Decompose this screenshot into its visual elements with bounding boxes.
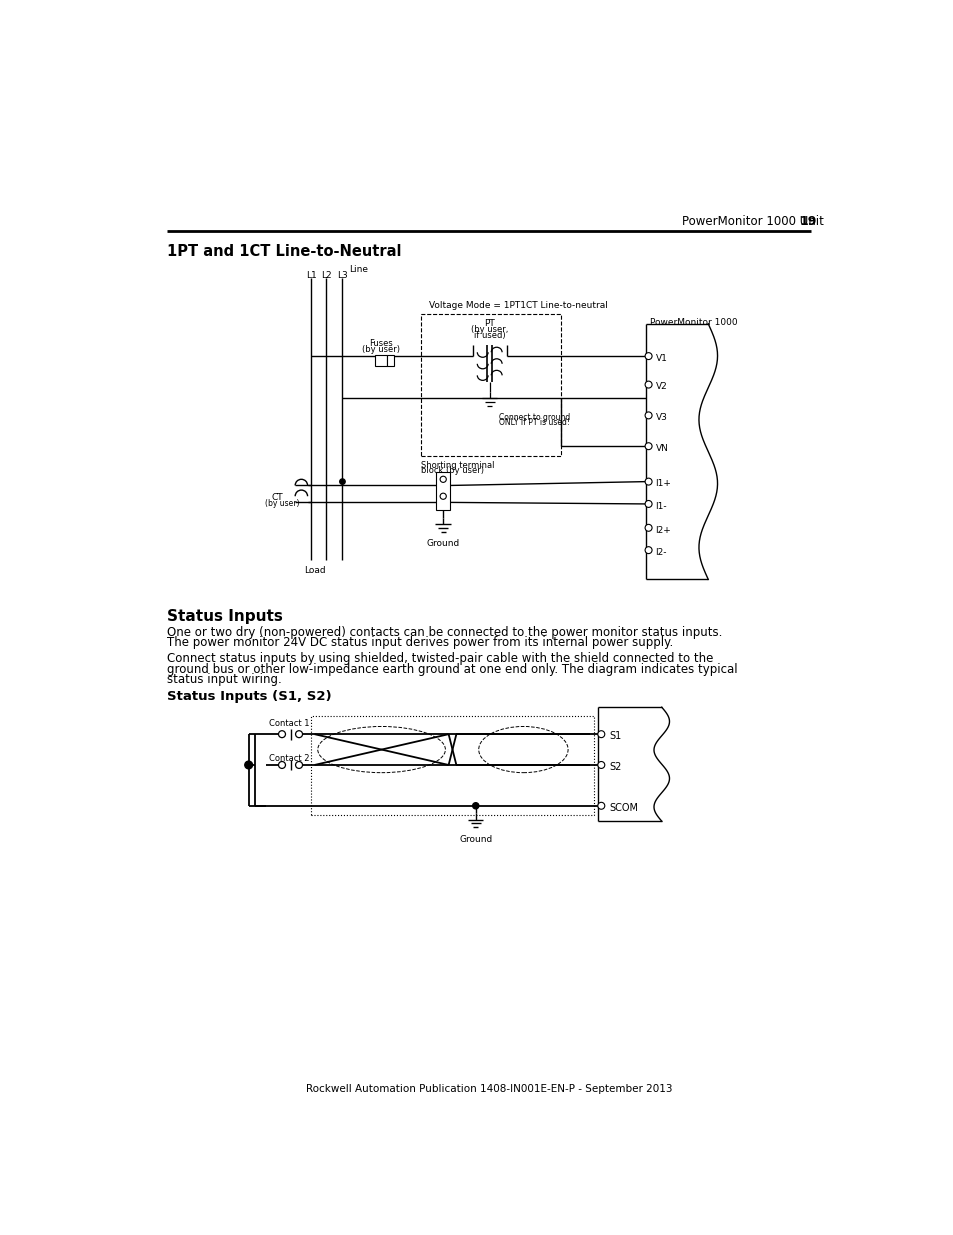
- Text: Status Inputs: Status Inputs: [167, 609, 283, 624]
- Bar: [387, 356, 394, 366]
- Text: Voltage Mode = 1PT1CT Line-to-neutral: Voltage Mode = 1PT1CT Line-to-neutral: [429, 300, 607, 310]
- Text: V2: V2: [655, 383, 666, 391]
- Text: Status Inputs (S1, S2): Status Inputs (S1, S2): [167, 690, 332, 703]
- Text: block (by user): block (by user): [421, 466, 484, 475]
- Circle shape: [295, 731, 302, 737]
- Circle shape: [598, 803, 604, 809]
- Text: S2: S2: [608, 762, 620, 772]
- Bar: [375, 356, 387, 366]
- Circle shape: [644, 353, 652, 359]
- Circle shape: [439, 493, 446, 499]
- Text: 1PT and 1CT Line-to-Neutral: 1PT and 1CT Line-to-Neutral: [167, 245, 401, 259]
- Text: The power monitor 24V DC status input derives power from its internal power supp: The power monitor 24V DC status input de…: [167, 636, 673, 650]
- Bar: [311, 716, 594, 815]
- Circle shape: [644, 547, 652, 553]
- Text: Connect to ground: Connect to ground: [498, 412, 570, 422]
- Circle shape: [644, 382, 652, 388]
- Circle shape: [644, 412, 652, 419]
- Text: status input wiring.: status input wiring.: [167, 673, 282, 687]
- Text: L1: L1: [306, 272, 316, 280]
- Bar: [421, 314, 560, 456]
- Text: I2-: I2-: [655, 548, 666, 557]
- Text: Fuses: Fuses: [369, 340, 393, 348]
- Text: (by user,: (by user,: [471, 325, 508, 335]
- Text: L2: L2: [320, 272, 331, 280]
- Circle shape: [278, 731, 285, 737]
- Circle shape: [598, 731, 604, 737]
- Circle shape: [295, 762, 302, 768]
- Circle shape: [644, 442, 652, 450]
- Circle shape: [245, 761, 253, 769]
- Circle shape: [278, 762, 285, 768]
- Text: L3: L3: [336, 272, 348, 280]
- Circle shape: [472, 803, 478, 809]
- Circle shape: [439, 477, 446, 483]
- Text: PowerMonitor 1000: PowerMonitor 1000: [649, 317, 737, 326]
- Text: PowerMonitor 1000 Unit: PowerMonitor 1000 Unit: [681, 215, 822, 228]
- Text: CT: CT: [271, 493, 282, 503]
- Text: Line: Line: [348, 266, 367, 274]
- Text: V1: V1: [655, 354, 667, 363]
- Circle shape: [339, 479, 345, 484]
- Text: V3: V3: [655, 414, 667, 422]
- Text: Shorting terminal: Shorting terminal: [421, 461, 495, 469]
- Bar: [436, 472, 450, 510]
- Text: Load: Load: [303, 567, 325, 576]
- Text: Ground: Ground: [426, 540, 459, 548]
- Circle shape: [644, 525, 652, 531]
- Text: if used): if used): [474, 331, 505, 340]
- Text: Ground: Ground: [458, 835, 492, 844]
- Text: SCOM: SCOM: [608, 803, 638, 813]
- Text: (by user): (by user): [362, 345, 399, 353]
- Text: VN: VN: [655, 445, 668, 453]
- Text: I2+: I2+: [655, 526, 671, 535]
- Circle shape: [644, 478, 652, 485]
- Circle shape: [644, 500, 652, 508]
- Text: One or two dry (non-powered) contacts can be connected to the power monitor stat: One or two dry (non-powered) contacts ca…: [167, 626, 722, 638]
- Text: Contact 2: Contact 2: [269, 755, 309, 763]
- Text: PT: PT: [484, 319, 495, 329]
- Text: Connect status inputs by using shielded, twisted-pair cable with the shield conn: Connect status inputs by using shielded,…: [167, 652, 713, 664]
- Text: (by user): (by user): [265, 499, 299, 509]
- Text: ground bus or other low-impedance earth ground at one end only. The diagram indi: ground bus or other low-impedance earth …: [167, 662, 738, 676]
- Text: I1-: I1-: [655, 501, 666, 511]
- Text: I1+: I1+: [655, 479, 671, 488]
- Text: Rockwell Automation Publication 1408-IN001E-EN-P - September 2013: Rockwell Automation Publication 1408-IN0…: [305, 1084, 672, 1094]
- Text: Contact 1: Contact 1: [269, 719, 309, 727]
- Circle shape: [598, 762, 604, 768]
- Text: 19: 19: [799, 215, 816, 228]
- Text: S1: S1: [608, 731, 620, 741]
- Text: ONLY if PT is used!: ONLY if PT is used!: [498, 419, 569, 427]
